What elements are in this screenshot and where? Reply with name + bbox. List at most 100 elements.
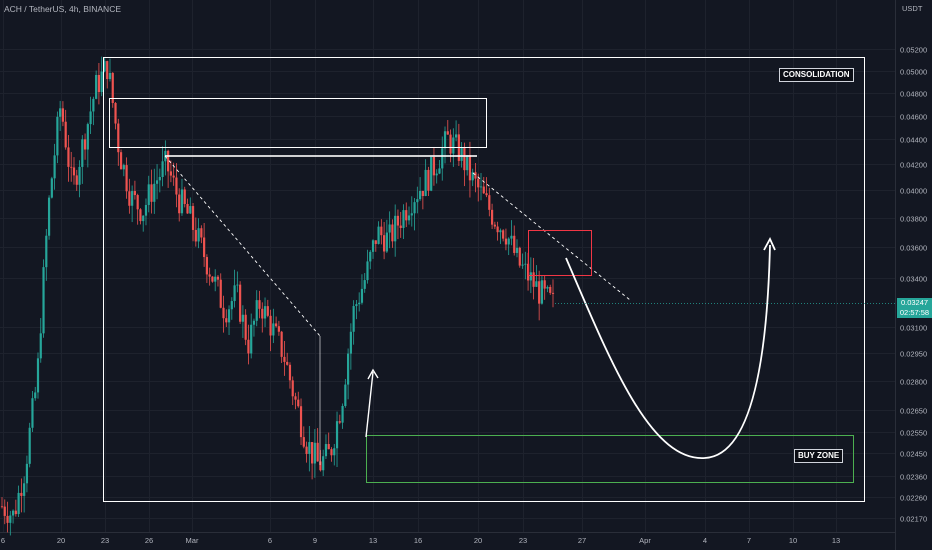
candle-body <box>430 156 433 191</box>
candle-up <box>153 168 156 214</box>
candle-down <box>83 133 87 160</box>
candle-up <box>430 156 433 192</box>
candle-down <box>0 497 4 509</box>
candle-up <box>435 169 438 184</box>
candle-body <box>418 190 422 200</box>
y-tick-label: 0.02650 <box>900 407 927 416</box>
price-axis-panel <box>895 0 932 550</box>
candle-down <box>200 225 203 244</box>
downtrend-line-2 <box>472 172 631 301</box>
candle-body <box>95 74 98 99</box>
candle-body <box>371 240 375 252</box>
candle-up <box>227 305 231 336</box>
candle-down <box>205 254 208 283</box>
y-tick-label: 0.03100 <box>900 324 927 333</box>
candle-up <box>347 348 350 400</box>
candle-down <box>297 391 300 408</box>
candle-up <box>322 449 325 477</box>
candle-body <box>513 235 516 253</box>
candle-body <box>488 195 491 210</box>
candle-body <box>61 108 65 122</box>
candle-body <box>155 180 159 184</box>
x-tick-label: Mar <box>186 536 199 545</box>
candle-body <box>504 238 508 245</box>
candle-body <box>136 195 139 210</box>
y-tick-label: 0.02260 <box>900 494 927 503</box>
candle-up <box>371 239 375 259</box>
consolidation-range-box <box>103 57 865 502</box>
x-tick-label: 26 <box>145 536 153 545</box>
candle-body <box>468 155 472 181</box>
candle-body <box>405 210 408 221</box>
candle-down <box>70 151 73 182</box>
candle-down <box>288 362 292 389</box>
candle-down <box>178 188 181 222</box>
y-tick-label: 0.03600 <box>900 244 927 253</box>
x-tick-label: 13 <box>369 536 377 545</box>
candle-body <box>529 272 532 281</box>
candle-body <box>482 186 485 194</box>
candle-body <box>250 324 253 354</box>
candle-body <box>466 155 469 171</box>
candle-up <box>241 305 244 338</box>
candle-up <box>394 204 397 257</box>
candle-up <box>142 215 145 232</box>
candle-body <box>538 281 541 304</box>
candle-body <box>200 228 203 238</box>
candle-down <box>219 273 222 309</box>
y-tick-label: 0.05200 <box>900 46 927 55</box>
candle-down <box>532 257 535 300</box>
candle-body <box>178 194 181 214</box>
candle-down <box>551 279 555 308</box>
candle-up <box>100 56 103 97</box>
candle-up <box>81 135 84 184</box>
candle-body <box>402 210 405 228</box>
candle-body <box>59 108 62 117</box>
candle-body <box>432 156 436 176</box>
candle-down <box>427 166 430 197</box>
candle-body <box>535 281 538 287</box>
candle-down <box>432 147 436 186</box>
y-tick-label: 0.02800 <box>900 378 927 387</box>
candle-body <box>383 235 386 252</box>
bar-countdown: 02:57:58 <box>897 308 932 318</box>
candle-body <box>324 444 328 457</box>
candle-body <box>42 267 45 334</box>
candle-down <box>518 246 521 268</box>
candle-body <box>435 173 438 176</box>
x-tick-label: 9 <box>313 536 317 545</box>
candle-body <box>111 72 114 104</box>
candle-down <box>225 309 228 327</box>
candle-body <box>75 175 78 185</box>
candle-down <box>330 447 333 462</box>
candle-up <box>454 120 458 142</box>
candle-body <box>263 306 267 319</box>
candle-body <box>186 203 189 214</box>
candle-up <box>441 136 444 181</box>
candle-body <box>258 300 261 309</box>
candle-down <box>338 414 341 425</box>
candle-body <box>471 172 474 181</box>
candle-body <box>363 280 366 289</box>
candle-body <box>128 191 131 206</box>
y-tick-label: 0.05000 <box>900 68 927 77</box>
candle-body <box>142 215 145 222</box>
candle-down <box>538 270 541 321</box>
candle-up <box>78 160 81 198</box>
candle-down <box>380 219 383 245</box>
x-tick-label: 7 <box>747 536 751 545</box>
candle-up <box>47 195 51 240</box>
candle-body <box>443 131 447 149</box>
y-tick-label: 0.04600 <box>900 113 927 122</box>
candle-down <box>513 225 516 256</box>
candle-down <box>463 142 466 187</box>
candle-body <box>261 308 264 319</box>
candle-up <box>360 274 364 305</box>
candle-down <box>64 109 67 150</box>
candle-body <box>131 191 134 206</box>
candle-body <box>117 123 120 153</box>
candle-down <box>543 275 546 300</box>
candle-down <box>490 203 494 230</box>
y-tick-label: 0.04400 <box>900 136 927 145</box>
